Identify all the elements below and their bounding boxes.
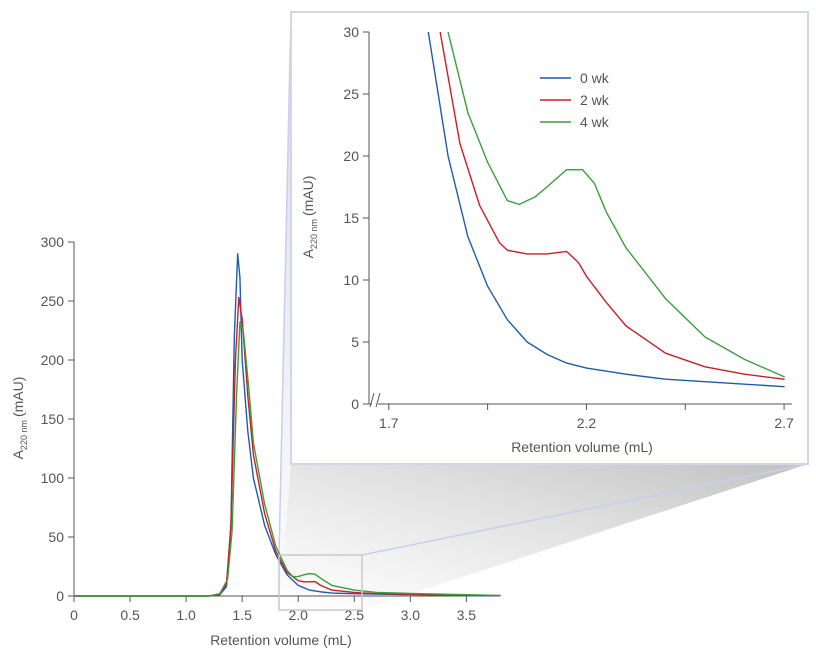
main-series-line-0 (73, 253, 501, 597)
main-y-tick-label: 250 (41, 293, 65, 309)
legend-label-1: 2 wk (580, 92, 610, 108)
inset-x-axis-title: Retention volume (mL) (511, 439, 653, 455)
main-x-tick-label: 2.5 (345, 607, 365, 623)
inset-y-axis: 0 5 10 15 20 25 30 (343, 24, 370, 412)
main-y-axis-title-sub: 220 nm (19, 420, 29, 450)
main-series-line-1 (73, 296, 501, 597)
inset-y-tick-label: 30 (343, 24, 359, 40)
main-x-tick-label: 3.5 (457, 607, 477, 623)
main-x-tick-label: 1.0 (176, 607, 196, 623)
inset-x-tick-label: 2.7 (774, 415, 794, 431)
main-y-axis: 0 50 100 150 200 250 300 (41, 234, 75, 604)
inset-y-tick-label: 20 (343, 148, 359, 164)
main-y-tick-label: 0 (56, 588, 64, 604)
main-x-tick-label: 0 (70, 607, 78, 623)
inset-series-group (427, 32, 785, 388)
inset-panel (290, 11, 809, 465)
inset-y-axis-title-sub: 220 nm (309, 219, 319, 249)
main-y-tick-label: 100 (41, 470, 65, 486)
main-x-tick-label: 1.5 (232, 607, 252, 623)
inset-axis-break (369, 392, 381, 408)
main-y-tick-label: 150 (41, 411, 65, 427)
inset-x-tick-label: 2.2 (577, 415, 597, 431)
main-x-tick-label: 2.0 (288, 607, 308, 623)
inset-chart: 0 5 10 15 20 25 30 1.7 2.2 2.7 0 wk 2 wk 4 wk Rete… (300, 24, 794, 455)
inset-y-axis-title-unit: (mAU) (300, 176, 316, 216)
inset-legend: 0 wk 2 wk 4 wk (540, 70, 610, 130)
main-y-axis-title: A220 nm (mAU) (10, 377, 29, 460)
inset-series-line-0 (427, 32, 785, 388)
zoom-connector-line-top (361, 463, 809, 556)
legend-label-0: 0 wk (580, 70, 610, 86)
main-series-line-2 (73, 321, 501, 597)
inset-axis-break-gap (372, 392, 378, 406)
inset-y-axis-title: A220 nm (mAU) (300, 176, 319, 259)
inset-x-tick-label: 1.7 (379, 415, 399, 431)
zoom-region-box (278, 554, 363, 611)
zoom-connector-fan (279, 464, 808, 610)
legend-label-2: 4 wk (580, 114, 610, 130)
inset-y-tick-label: 5 (351, 334, 359, 350)
main-y-axis-title-main: A (10, 449, 26, 459)
zoom-connector-line-left (278, 11, 292, 556)
inset-y-tick-label: 0 (351, 396, 359, 412)
main-series-group (73, 253, 501, 597)
main-y-axis-title-unit: (mAU) (10, 377, 26, 417)
main-x-axis-title: Retention volume (mL) (210, 632, 352, 648)
inset-x-axis: 1.7 2.2 2.7 (369, 392, 794, 431)
inset-y-axis-title-main: A (300, 248, 316, 258)
inset-y-tick-label: 15 (343, 210, 359, 226)
inset-series-line-2 (447, 32, 785, 378)
main-x-tick-label: 3.0 (401, 607, 421, 623)
inset-y-tick-label: 25 (343, 86, 359, 102)
inset-y-tick-label: 10 (343, 272, 359, 288)
main-x-tick-label: 0.5 (120, 607, 140, 623)
inset-series-line-1 (439, 32, 785, 380)
main-y-tick-label: 200 (41, 352, 65, 368)
main-y-tick-label: 50 (48, 529, 64, 545)
main-y-tick-label: 300 (41, 234, 65, 250)
